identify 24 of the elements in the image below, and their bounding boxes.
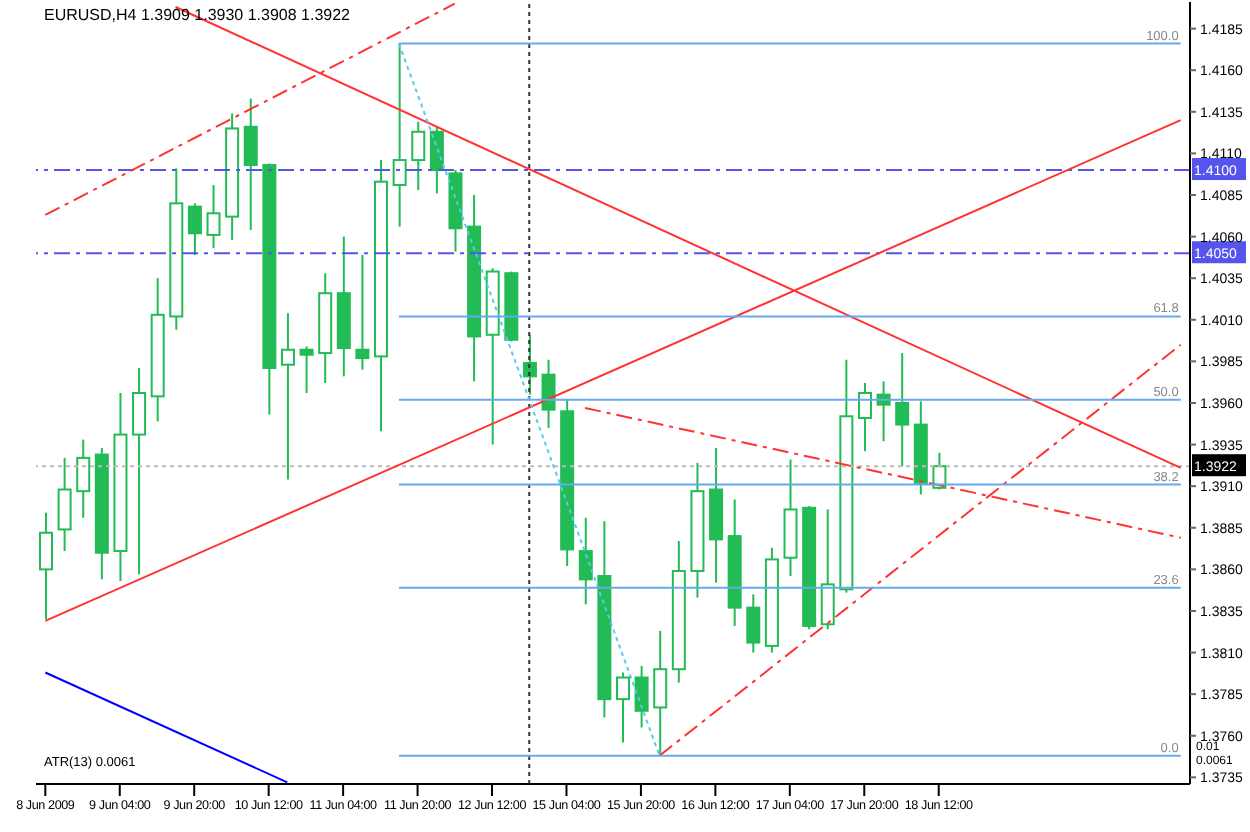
candlestick [392, 42, 407, 228]
candlestick [243, 97, 258, 231]
candlestick [522, 333, 537, 396]
candlestick [355, 253, 370, 371]
candlestick [411, 120, 426, 192]
candlestick [280, 312, 295, 481]
chart-title: EURUSD,H4 1.3909 1.3930 1.3908 1.3922 [44, 6, 350, 24]
candlestick [429, 125, 444, 195]
candlestick [39, 511, 53, 621]
candlestick [616, 671, 630, 744]
candlestick [746, 593, 761, 654]
candlestick [132, 367, 147, 576]
candlestick [206, 184, 221, 250]
candlestick [820, 508, 835, 631]
candlestick [895, 352, 910, 468]
candlestick [857, 382, 872, 453]
candlestick [653, 629, 668, 757]
candlestick [299, 345, 314, 394]
candlestick [57, 456, 72, 553]
candlestick [76, 438, 91, 519]
candlestick [187, 202, 202, 256]
candlestick [541, 358, 556, 429]
candlestick [578, 516, 593, 606]
candlestick [634, 664, 649, 729]
